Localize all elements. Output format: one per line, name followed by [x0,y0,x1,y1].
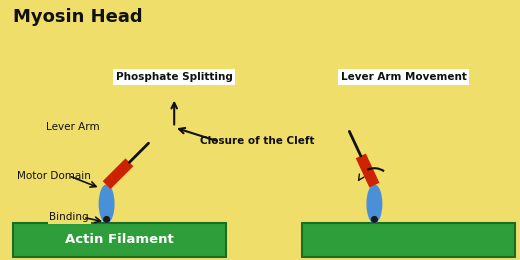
Text: Motor Domain: Motor Domain [17,171,90,181]
FancyBboxPatch shape [13,223,226,257]
Text: Actin Filament: Actin Filament [65,233,174,246]
Circle shape [104,217,109,222]
Text: Phosphate Splitting: Phosphate Splitting [116,72,232,82]
Text: Myosin Head: Myosin Head [13,8,142,26]
Text: Lever Arm Movement: Lever Arm Movement [341,72,466,82]
Text: Binding: Binding [49,212,89,222]
Ellipse shape [99,185,114,223]
Text: Lever Arm: Lever Arm [46,122,99,132]
FancyBboxPatch shape [302,223,515,257]
Circle shape [371,217,378,222]
Ellipse shape [367,185,382,223]
Text: Closure of the Cleft: Closure of the Cleft [200,136,315,146]
